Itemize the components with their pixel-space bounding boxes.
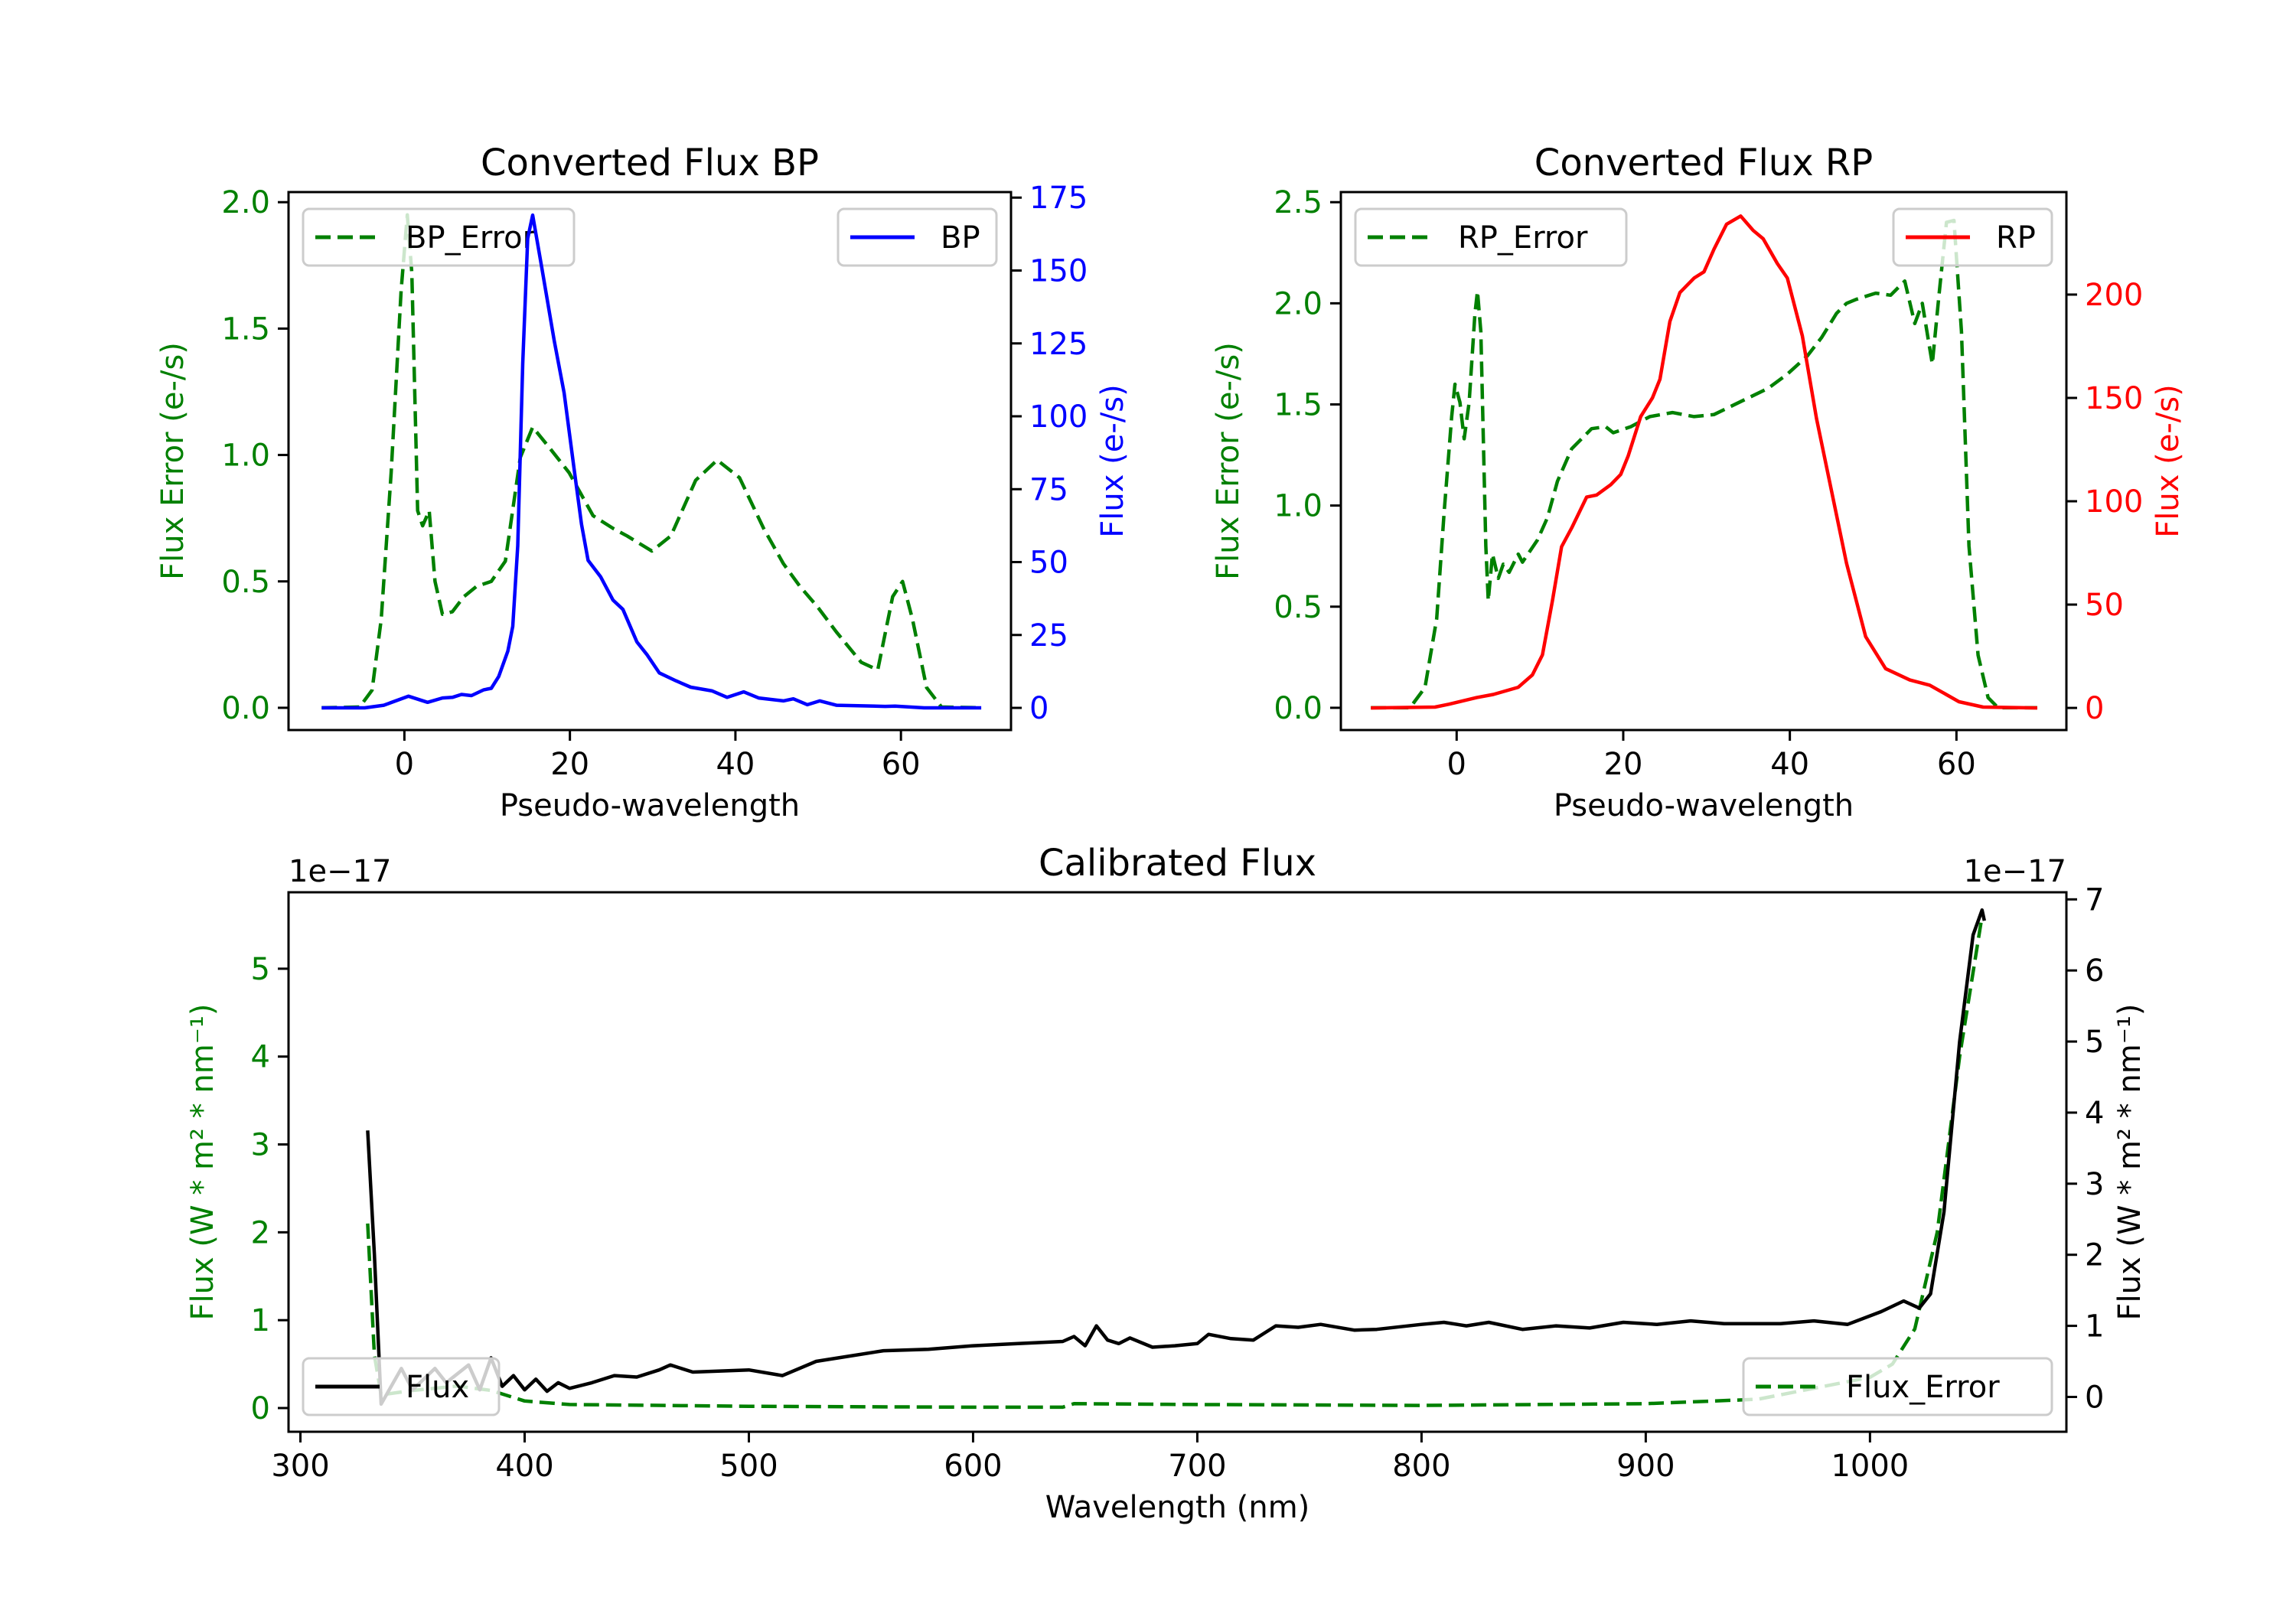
x-axis-label: Pseudo-wavelength: [500, 788, 800, 823]
x-tick-label: 300: [271, 1449, 329, 1484]
x-tick-label: 800: [1392, 1449, 1450, 1484]
right-axis-tick-label: 0: [2085, 691, 2104, 726]
left-axis-tick-label: 0.0: [221, 691, 270, 726]
right-axis-tick-label: 175: [1029, 181, 1088, 216]
x-tick-label: 40: [1770, 747, 1809, 782]
right-axis-label: Flux (e-/s): [1095, 384, 1130, 537]
legend-rp-error: RP_Error: [1354, 207, 1628, 267]
right-axis-tick-label: 125: [1029, 327, 1088, 362]
chart-title: Converted Flux BP: [481, 142, 819, 184]
series-line-rp: [1371, 214, 2037, 710]
legend-box: [1354, 207, 1628, 267]
left-axis-tick-label: 1: [251, 1303, 270, 1338]
legend-label: Flux: [406, 1370, 469, 1405]
left-axis-tick-label: 1.5: [221, 311, 270, 347]
left-axis-tick-label: 0: [251, 1391, 270, 1426]
legend-label: RP: [1996, 220, 2036, 256]
series-line-rp-error: [1371, 218, 2037, 710]
chart-title: Converted Flux RP: [1534, 142, 1873, 184]
right-axis-tick-label: 3: [2085, 1167, 2104, 1202]
right-axis-tick-label: 6: [2085, 953, 2104, 989]
left-axis-tick-label: 2.0: [221, 185, 270, 220]
chart-converted-flux-rp: Converted Flux RP 0 20 40 60 Pseudo-wavelengt…: [1211, 142, 2186, 823]
left-axis-offset-text: 1e−17: [289, 854, 391, 889]
left-axis-tick-label: 2: [251, 1215, 270, 1250]
right-axis-label: Flux (e-/s): [2151, 384, 2186, 537]
legend-bp-error: BP_Error: [302, 207, 576, 267]
x-axis-label: Pseudo-wavelength: [1554, 788, 1854, 823]
left-axis-tick-label: 0.5: [1274, 590, 1322, 625]
left-axis-tick-label: 2.0: [1274, 286, 1322, 321]
x-tick-label: 900: [1616, 1449, 1675, 1484]
left-axis-tick-label: 2.5: [1274, 185, 1322, 220]
chart-converted-flux-bp: Converted Flux BP 0 20 40 60 Pseudo-wavelengt…: [155, 142, 1130, 823]
right-axis-tick-label: 50: [2085, 588, 2124, 623]
left-axis-tick-label: 4: [251, 1040, 270, 1075]
series-line-bp-error: [321, 213, 982, 710]
x-tick-label: 400: [495, 1449, 553, 1484]
left-axis-label: Flux (W * m² * nm⁻¹): [185, 1004, 220, 1321]
legend-box: [302, 207, 576, 267]
legend-box: [837, 207, 998, 267]
x-tick-label: 20: [1604, 747, 1643, 782]
left-axis-tick-label: 0.5: [221, 565, 270, 600]
right-axis-tick-label: 200: [2085, 278, 2143, 313]
right-axis-tick-label: 5: [2085, 1025, 2104, 1060]
legend-flux-error: Flux_Error: [1742, 1357, 2053, 1416]
left-axis-tick-label: 0.0: [1274, 691, 1322, 726]
right-axis-tick-label: 100: [1029, 399, 1088, 435]
right-axis-tick-label: 2: [2085, 1238, 2104, 1273]
chart-title: Calibrated Flux: [1039, 842, 1316, 885]
right-axis-tick-label: 150: [1029, 253, 1088, 288]
x-tick-label: 20: [550, 747, 589, 782]
left-axis-tick-label: 1.5: [1274, 388, 1322, 423]
left-axis-label: Flux Error (e-/s): [155, 342, 191, 580]
series-line-bp: [321, 213, 982, 710]
legend-bp: BP: [837, 207, 998, 267]
right-axis-tick-label: 7: [2085, 882, 2104, 918]
left-axis-tick-label: 1.0: [221, 438, 270, 474]
right-axis-tick-label: 150: [2085, 381, 2143, 416]
x-tick-label: 700: [1168, 1449, 1226, 1484]
legend-box: [1742, 1357, 2053, 1416]
legend-box: [302, 1357, 501, 1416]
legend-label: BP_Error: [406, 220, 536, 256]
plot-frame: [287, 191, 1013, 732]
right-axis-tick-label: 25: [1029, 618, 1068, 654]
legend-rp: RP: [1892, 207, 2053, 267]
x-tick-label: 60: [882, 747, 921, 782]
left-axis-label: Flux Error (e-/s): [1211, 342, 1246, 580]
right-axis-tick-label: 50: [1029, 546, 1068, 581]
x-tick-label: 0: [1447, 747, 1466, 782]
x-tick-label: 40: [716, 747, 755, 782]
right-axis-tick-label: 4: [2085, 1096, 2104, 1131]
legend-box: [1892, 207, 2053, 267]
x-tick-label: 1000: [1831, 1449, 1909, 1484]
x-tick-label: 500: [719, 1449, 778, 1484]
plot-frame: [287, 891, 2068, 1433]
right-axis-tick-label: 0: [1029, 691, 1049, 726]
legend-label: Flux_Error: [1846, 1370, 2000, 1405]
x-axis-label: Wavelength (nm): [1045, 1490, 1310, 1525]
legend-label: BP: [941, 220, 980, 256]
right-axis-offset-text: 1e−17: [1964, 854, 2066, 889]
series-line-flux: [366, 908, 1987, 1407]
x-tick-label: 0: [395, 747, 414, 782]
plot-frame: [1339, 191, 2068, 732]
right-axis-tick-label: 100: [2085, 484, 2143, 520]
left-axis-tick-label: 5: [251, 952, 270, 987]
x-tick-label: 600: [944, 1449, 1002, 1484]
right-axis-tick-label: 1: [2085, 1309, 2104, 1345]
left-axis-tick-label: 1.0: [1274, 489, 1322, 524]
right-axis-tick-label: 0: [2085, 1380, 2104, 1415]
right-axis-label: Flux (W * m² * nm⁻¹): [2112, 1004, 2148, 1321]
right-axis-tick-label: 75: [1029, 472, 1068, 507]
left-axis-tick-label: 3: [251, 1128, 270, 1163]
legend-flux: Flux: [302, 1357, 501, 1416]
legend-label: RP_Error: [1458, 220, 1588, 256]
x-tick-label: 60: [1937, 747, 1976, 782]
